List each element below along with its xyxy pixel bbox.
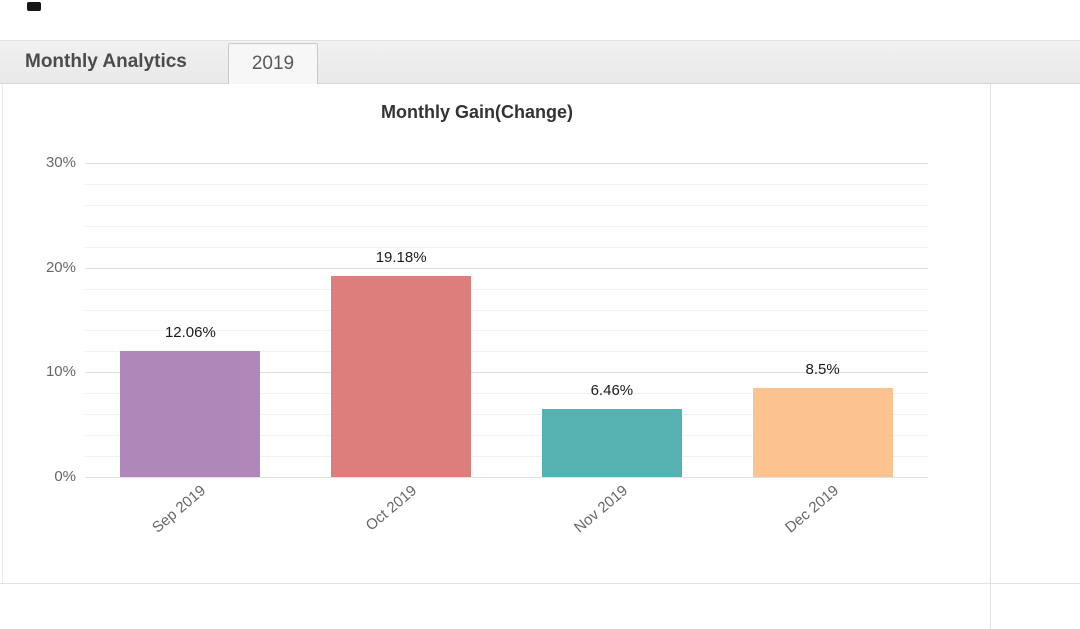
- panel-header: Monthly Analytics: [0, 40, 1080, 84]
- panel-bottom-border: [0, 583, 1080, 584]
- bar-nov-2019[interactable]: [541, 409, 682, 477]
- gridline-major: [85, 163, 928, 164]
- gridline-minor: [85, 246, 928, 248]
- bar-oct-2019[interactable]: [331, 276, 472, 477]
- gridline-major: [85, 372, 928, 374]
- panel-left-border: [2, 84, 3, 583]
- bar-value-label: 8.5%: [805, 361, 840, 379]
- gridline-minor: [85, 288, 928, 290]
- bar-sep-2019[interactable]: [120, 350, 261, 477]
- gridline-major: [85, 477, 928, 478]
- y-tick-label: 10%: [45, 363, 76, 381]
- gridline-minor: [85, 330, 928, 332]
- gridline-minor: [85, 183, 928, 185]
- x-tick-label: Sep 2019: [149, 482, 210, 537]
- x-tick-label: Nov 2019: [570, 482, 632, 537]
- y-tick-label: 30%: [45, 154, 76, 171]
- gridline-minor: [85, 309, 928, 311]
- tab-2019[interactable]: 2019: [228, 43, 318, 84]
- vertical-divider: [990, 84, 991, 629]
- x-tick-label: Dec 2019: [781, 482, 842, 537]
- gridline-minor: [85, 204, 928, 206]
- gridline-minor: [85, 225, 928, 227]
- y-tick-label: 20%: [45, 258, 76, 276]
- x-tick-label: Oct 2019: [362, 482, 421, 535]
- gridline-minor: [85, 414, 928, 416]
- panel-title: Monthly Analytics: [25, 51, 187, 72]
- gridline-minor: [85, 456, 928, 458]
- gridline-minor: [85, 351, 928, 353]
- gridline-major: [85, 267, 928, 269]
- bar-value-label: 19.18%: [375, 249, 427, 267]
- gridline-minor: [85, 393, 928, 395]
- bar-dec-2019[interactable]: [752, 388, 893, 477]
- bar-value-label: 6.46%: [590, 382, 634, 400]
- y-tick-label: 0%: [54, 468, 76, 485]
- chart-title: Monthly Gain(Change): [381, 102, 573, 122]
- gridline-minor: [85, 435, 928, 437]
- top-left-mark: [27, 2, 41, 11]
- bar-value-label: 12.06%: [164, 323, 216, 341]
